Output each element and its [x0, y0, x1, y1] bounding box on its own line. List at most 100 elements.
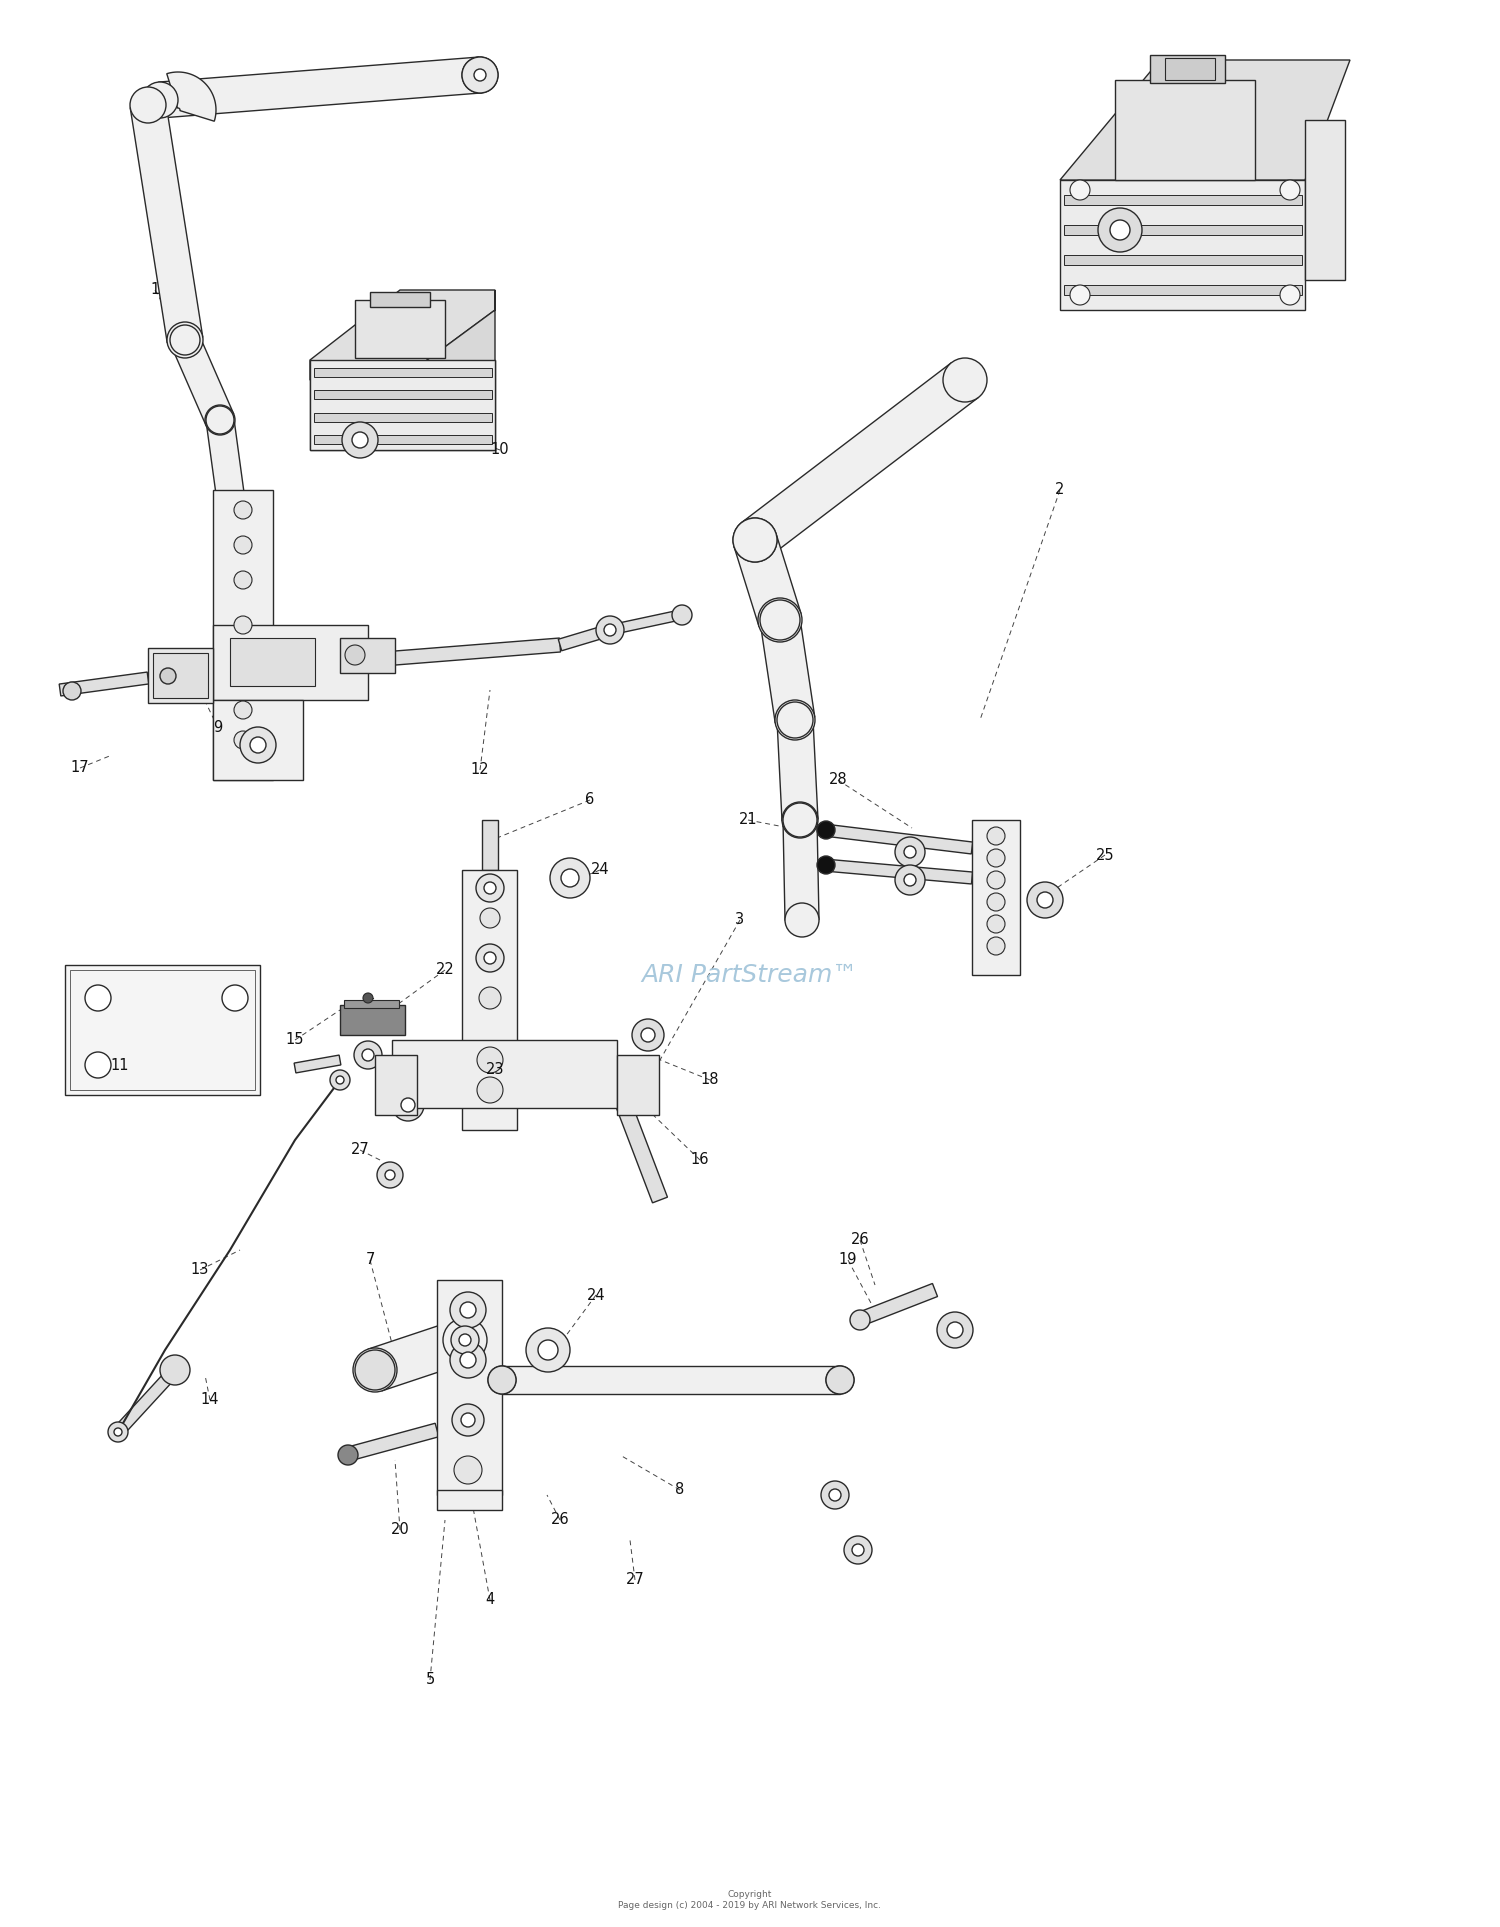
- Bar: [436, 1280, 502, 1495]
- Circle shape: [352, 1349, 398, 1391]
- Circle shape: [484, 883, 496, 894]
- Circle shape: [462, 58, 498, 92]
- Circle shape: [220, 516, 249, 543]
- Circle shape: [386, 1170, 394, 1179]
- Circle shape: [400, 1098, 416, 1112]
- Text: ARI PartStream™: ARI PartStream™: [642, 964, 858, 987]
- Text: 14: 14: [201, 1393, 219, 1407]
- Circle shape: [459, 1333, 471, 1345]
- Polygon shape: [344, 1424, 439, 1463]
- Bar: [153, 653, 209, 698]
- Circle shape: [206, 405, 236, 436]
- Circle shape: [234, 570, 252, 590]
- Circle shape: [734, 518, 777, 563]
- Circle shape: [784, 904, 819, 937]
- Circle shape: [460, 1412, 476, 1428]
- Circle shape: [760, 599, 800, 640]
- Text: 26: 26: [550, 1513, 570, 1528]
- Bar: [370, 293, 430, 306]
- Polygon shape: [369, 638, 561, 667]
- Polygon shape: [310, 289, 495, 380]
- Circle shape: [462, 58, 498, 92]
- Circle shape: [240, 726, 276, 763]
- Bar: [344, 1000, 399, 1008]
- Text: 20: 20: [390, 1522, 410, 1538]
- Text: 16: 16: [690, 1152, 709, 1168]
- Circle shape: [476, 944, 504, 971]
- Circle shape: [827, 1366, 854, 1393]
- Circle shape: [452, 1405, 484, 1436]
- Text: 12: 12: [471, 763, 489, 777]
- Polygon shape: [159, 58, 482, 118]
- Circle shape: [160, 1355, 190, 1386]
- Circle shape: [362, 1048, 374, 1062]
- Text: 8: 8: [675, 1482, 684, 1497]
- Text: 5: 5: [426, 1673, 435, 1688]
- Circle shape: [63, 682, 81, 700]
- Circle shape: [130, 87, 166, 123]
- Circle shape: [338, 1445, 358, 1465]
- Circle shape: [363, 992, 374, 1002]
- Circle shape: [550, 858, 590, 898]
- Bar: [310, 360, 495, 451]
- Text: 15: 15: [285, 1033, 304, 1048]
- Bar: [375, 1054, 417, 1116]
- Bar: [314, 412, 492, 422]
- Polygon shape: [609, 611, 681, 634]
- Text: 6: 6: [585, 792, 594, 807]
- Polygon shape: [783, 819, 819, 921]
- Bar: [356, 301, 446, 358]
- Circle shape: [987, 892, 1005, 911]
- Bar: [314, 391, 492, 399]
- Polygon shape: [741, 362, 978, 557]
- Circle shape: [342, 422, 378, 459]
- Circle shape: [852, 1544, 864, 1555]
- Polygon shape: [482, 821, 498, 869]
- Circle shape: [345, 646, 364, 665]
- Circle shape: [777, 701, 813, 738]
- Circle shape: [86, 1052, 111, 1077]
- Circle shape: [488, 1366, 516, 1393]
- Text: 27: 27: [351, 1143, 369, 1158]
- Circle shape: [166, 322, 202, 358]
- Polygon shape: [166, 71, 216, 121]
- Text: 27: 27: [626, 1572, 645, 1588]
- Circle shape: [782, 802, 818, 838]
- Bar: [1166, 58, 1215, 81]
- Polygon shape: [760, 617, 814, 723]
- Circle shape: [477, 1046, 502, 1073]
- Circle shape: [474, 69, 486, 81]
- Polygon shape: [1060, 60, 1350, 179]
- Text: 24: 24: [586, 1287, 606, 1303]
- Circle shape: [844, 1536, 871, 1565]
- Circle shape: [206, 407, 234, 434]
- Bar: [1150, 56, 1226, 83]
- Bar: [213, 489, 273, 780]
- Circle shape: [818, 821, 836, 838]
- Text: 25: 25: [1095, 848, 1114, 863]
- Circle shape: [234, 730, 252, 750]
- Circle shape: [734, 518, 777, 563]
- Circle shape: [987, 850, 1005, 867]
- Text: 11: 11: [111, 1058, 129, 1073]
- Circle shape: [234, 701, 252, 719]
- Circle shape: [86, 985, 111, 1012]
- Polygon shape: [294, 1056, 340, 1073]
- Bar: [1064, 225, 1302, 235]
- Circle shape: [896, 865, 926, 894]
- Circle shape: [354, 1041, 382, 1069]
- Circle shape: [818, 856, 836, 875]
- Circle shape: [222, 985, 248, 1012]
- Polygon shape: [368, 1320, 472, 1391]
- Circle shape: [480, 908, 500, 929]
- Text: 17: 17: [70, 761, 90, 775]
- Text: 9: 9: [213, 721, 222, 736]
- Polygon shape: [503, 1366, 840, 1393]
- Circle shape: [234, 655, 252, 674]
- Circle shape: [356, 1351, 395, 1389]
- Circle shape: [987, 937, 1005, 956]
- Text: 7: 7: [366, 1253, 375, 1268]
- Circle shape: [1098, 208, 1142, 252]
- Circle shape: [1036, 892, 1053, 908]
- Text: 10: 10: [490, 443, 510, 457]
